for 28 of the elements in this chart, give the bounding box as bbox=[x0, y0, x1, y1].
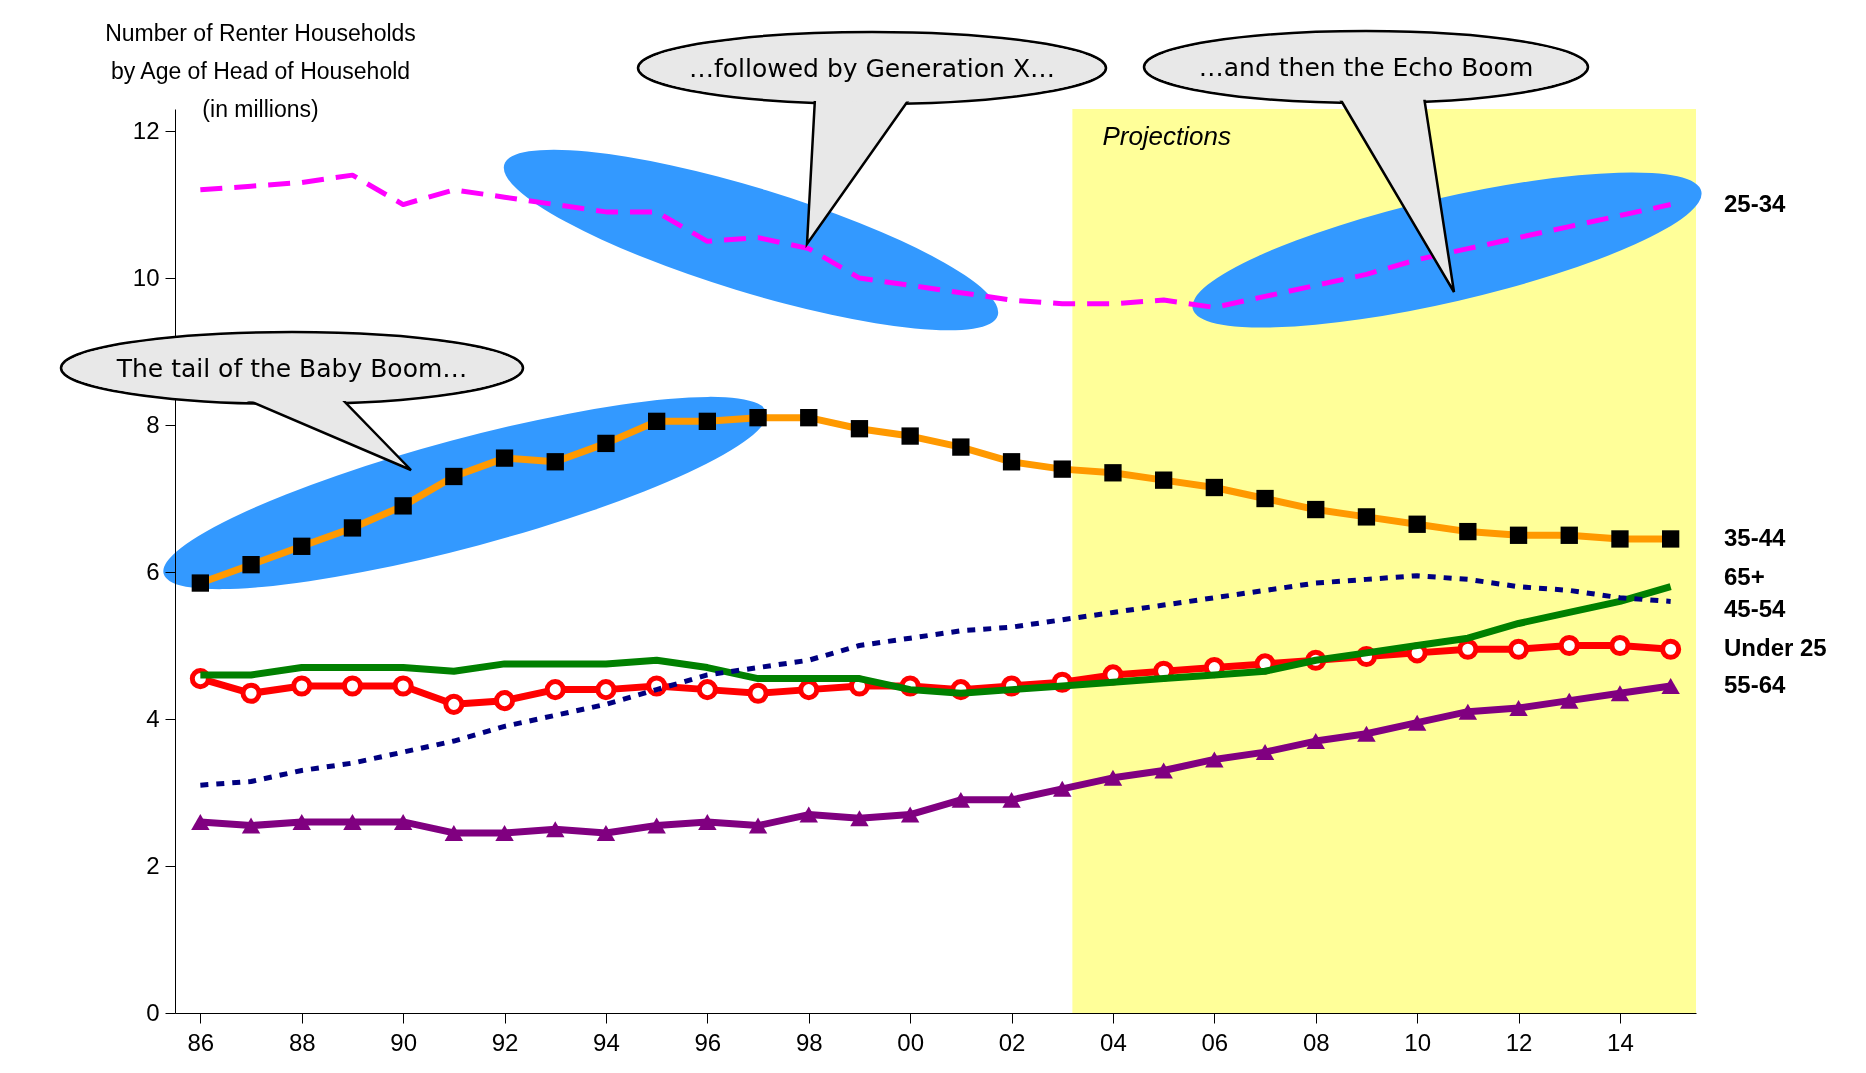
y-tick-label: 10 bbox=[132, 263, 160, 291]
y-tick-label: 8 bbox=[146, 410, 160, 438]
text: 25-34 bbox=[1724, 189, 1787, 217]
x-tick-label: 12 bbox=[1505, 1028, 1533, 1056]
x-tick-label: 06 bbox=[1201, 1028, 1229, 1056]
x-tick-label: 02 bbox=[998, 1028, 1026, 1056]
x-tick-label: 86 bbox=[187, 1028, 215, 1056]
x-tick-label: 96 bbox=[694, 1028, 722, 1056]
y-tick-label: 6 bbox=[146, 557, 160, 585]
x-tick-label: 00 bbox=[897, 1028, 924, 1056]
series-label: 55-64 bbox=[1724, 670, 1787, 698]
x-tick-label: 98 bbox=[795, 1028, 823, 1056]
x-tick-label: 10 bbox=[1404, 1028, 1431, 1056]
x-tick-label: 94 bbox=[593, 1028, 620, 1056]
text: 45-54 bbox=[1724, 595, 1787, 623]
text: 65+ bbox=[1724, 563, 1765, 591]
annotation: The tail of the Baby Boom… bbox=[115, 354, 468, 383]
y-tick-label: 0 bbox=[146, 998, 160, 1026]
x-tick-label: 90 bbox=[390, 1028, 417, 1056]
x-tick-label: 08 bbox=[1302, 1028, 1330, 1056]
y-tick-label: 2 bbox=[146, 851, 160, 879]
x-tick-label: 04 bbox=[1100, 1028, 1127, 1056]
y-tick-label: 4 bbox=[146, 704, 160, 732]
x-tick-label: 14 bbox=[1607, 1028, 1634, 1056]
x-tick-label: 88 bbox=[288, 1028, 316, 1056]
series-label: 35-44 bbox=[1724, 523, 1787, 551]
x-tick-label: 92 bbox=[491, 1028, 519, 1056]
series-label: Under 25 bbox=[1724, 634, 1827, 662]
